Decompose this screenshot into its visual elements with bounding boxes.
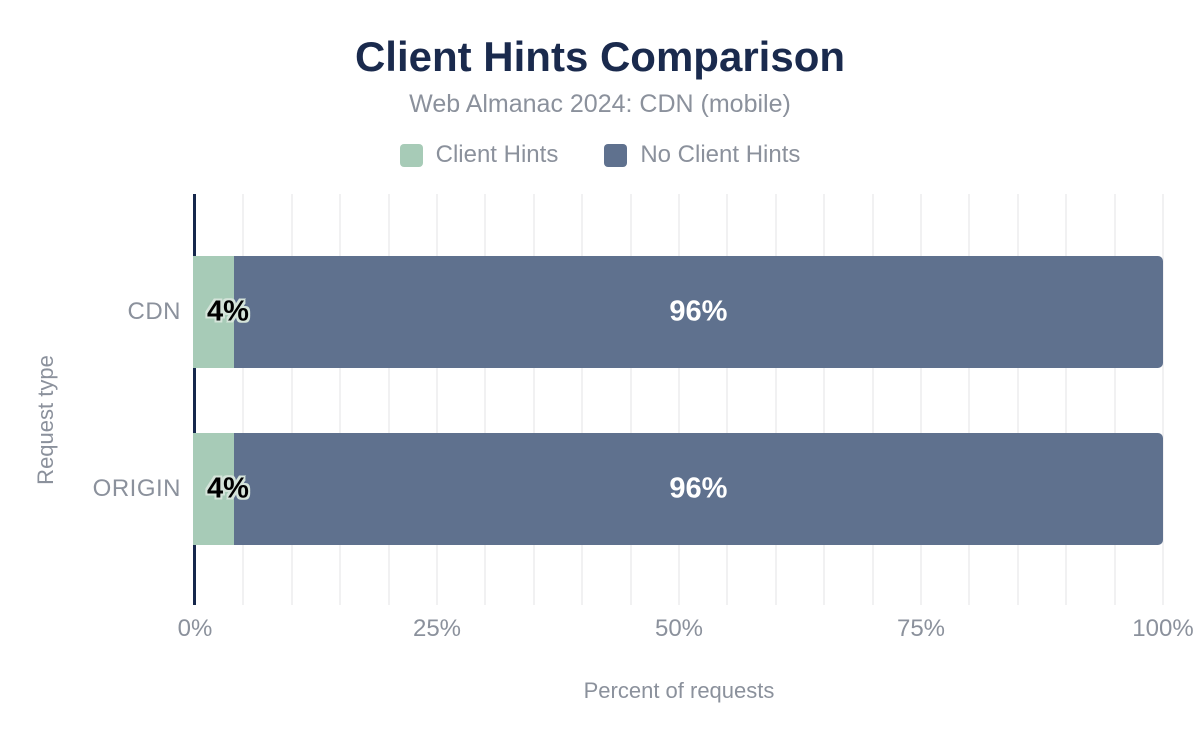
bar-segment-origin-no-client-hints[interactable] (233, 433, 1163, 545)
gridline-90 (1065, 194, 1068, 605)
gridline-85 (1016, 194, 1019, 605)
bar-value-label-cdn-no-client-hints: 96% (669, 295, 728, 328)
gridline-65 (823, 194, 826, 605)
gridline-15 (339, 194, 342, 605)
gridline-20 (387, 194, 390, 605)
legend-swatch-no-client-hints (604, 143, 628, 167)
gridline-60 (774, 194, 777, 605)
legend-label-no-client-hints: No Client Hints (640, 141, 801, 168)
bar-value-label-cdn-client-hints: 4% (207, 295, 249, 328)
gridline-50 (678, 194, 680, 605)
y-axis-line (193, 194, 196, 605)
bar-segment-cdn-client-hints[interactable] (193, 256, 234, 368)
x-tick-25: 25% (412, 615, 462, 642)
bar-origin: 4% 96% (193, 433, 1163, 545)
legend-swatch-client-hints (399, 143, 423, 167)
gridline-55 (726, 194, 729, 605)
x-axis-title: Percent of requests (583, 678, 775, 703)
chart-subtitle: Web Almanac 2024: CDN (mobile) (409, 90, 791, 118)
gridline-45 (629, 194, 632, 605)
x-tick-50: 50% (654, 615, 704, 642)
gridline-30 (484, 194, 487, 605)
bar-value-label-origin-no-client-hints: 96% (669, 472, 728, 505)
bar-segment-origin-client-hints[interactable] (193, 433, 234, 545)
gridline-5 (242, 194, 245, 605)
gridline-80 (968, 194, 971, 605)
category-label-origin: ORIGIN (92, 475, 181, 502)
chart-title: Client Hints Comparison (354, 33, 846, 80)
gridline-25 (436, 194, 438, 605)
bar-segment-cdn-no-client-hints[interactable] (233, 256, 1163, 368)
gridline-75 (920, 194, 922, 605)
legend-item-no-client-hints[interactable]: No Client Hints (604, 141, 800, 169)
x-tick-75: 75% (896, 615, 946, 642)
gridline-10 (290, 194, 293, 605)
category-label-cdn: CDN (127, 298, 181, 325)
bar-cdn: 4% 96% (193, 256, 1163, 368)
legend-label-client-hints: Client Hints (435, 141, 559, 168)
legend: Client Hints No Client Hints (0, 141, 1200, 169)
gridline-100 (1162, 194, 1164, 605)
legend-item-client-hints[interactable]: Client Hints (399, 141, 559, 169)
bar-value-label-origin-client-hints: 4% (207, 472, 249, 505)
gridline-40 (581, 194, 584, 605)
gridline-35 (532, 194, 535, 605)
x-tick-100: 100% (1132, 615, 1194, 642)
y-axis-title: Request type (33, 355, 58, 485)
x-tick-0: 0% (177, 615, 213, 642)
gridline-70 (871, 194, 874, 605)
gridline-95 (1113, 194, 1116, 605)
